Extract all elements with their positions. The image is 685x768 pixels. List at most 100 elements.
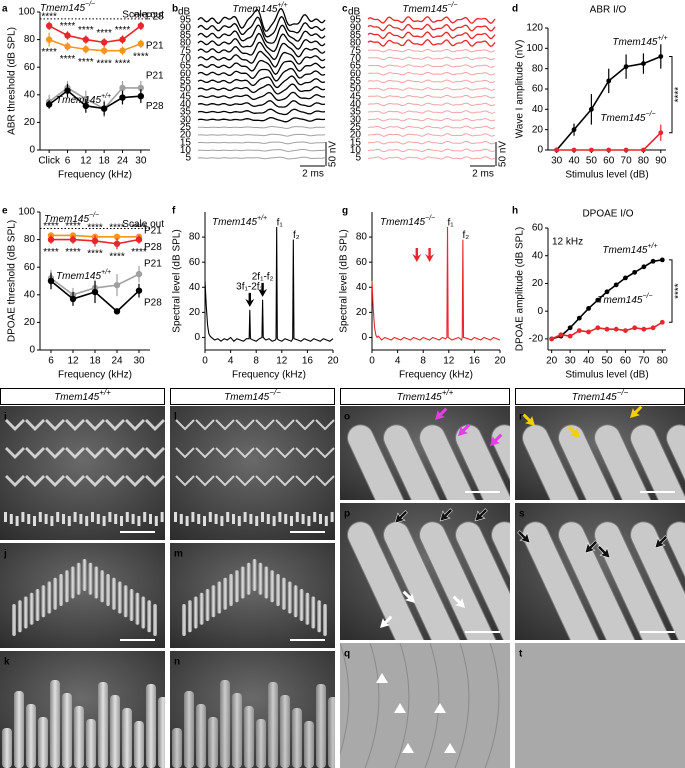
stereocilium — [317, 600, 322, 633]
y-tick-label: 80 — [532, 63, 544, 74]
gene-name: Tmem145 — [597, 295, 642, 306]
y-tick-label: 40 — [189, 282, 201, 293]
abr-trace — [197, 156, 326, 160]
x-tick-label: 70 — [638, 356, 650, 367]
x-tick-label: 6 — [65, 156, 71, 167]
stereocilium — [35, 589, 40, 621]
stereocilium — [82, 559, 87, 591]
data-point — [623, 275, 628, 281]
peak-arrow — [412, 248, 422, 262]
data-point — [571, 127, 577, 133]
data-point — [119, 47, 126, 54]
micrograph — [515, 406, 685, 500]
stereocilium — [196, 704, 206, 768]
y-tick-label: 40 — [356, 282, 368, 293]
cell-outline — [454, 643, 470, 768]
significance: **** — [41, 47, 57, 58]
level-label: 55 — [350, 76, 362, 87]
data-point — [571, 147, 577, 153]
ihc-bundle — [114, 514, 118, 524]
data-point — [137, 22, 145, 29]
level-label: 35 — [350, 107, 362, 118]
y-tick-label: 20 — [189, 307, 201, 318]
ohc-bundle — [255, 419, 275, 431]
ohc-bundle — [235, 419, 255, 431]
panel-letter: l — [174, 412, 177, 423]
y-tick-label: 40 — [532, 250, 544, 261]
x-tick-label: 8 — [420, 356, 426, 367]
level-label: 65 — [350, 61, 362, 72]
arrow — [394, 510, 408, 524]
x-tick-label: 6 — [48, 356, 54, 367]
significance: **** — [96, 28, 112, 39]
abr-trace — [197, 91, 326, 102]
panel-letter: i — [4, 412, 7, 423]
ohc-bundle — [235, 475, 255, 487]
ihc-bundle — [179, 514, 183, 524]
data-point — [554, 147, 560, 153]
micrograph — [0, 651, 165, 768]
y-axis-label: Wave I amplitude (nV) — [515, 40, 526, 139]
data-point — [45, 22, 53, 29]
micrograph — [515, 643, 685, 768]
x-axis-label: Stimulus level (dB) — [565, 370, 648, 381]
level-label: 25 — [350, 122, 362, 133]
panel-letter: n — [174, 657, 180, 668]
significance: **** — [115, 25, 131, 36]
data-point — [64, 32, 71, 39]
ihc-bundle — [96, 514, 100, 524]
arrow — [630, 406, 643, 418]
x-tick-label: 12 — [80, 156, 92, 167]
chart-title: ABR I/O — [590, 5, 627, 16]
data-point — [64, 43, 71, 50]
panel-letter: m — [174, 549, 183, 560]
y-tick-label: 0 — [29, 345, 35, 356]
stereocilium — [229, 574, 233, 606]
series-label: P21 — [144, 225, 162, 236]
ohc-bundle — [275, 447, 295, 459]
stereocilium — [193, 596, 198, 629]
y-tick-label: 60 — [189, 257, 201, 268]
panel-letter: r — [519, 412, 523, 423]
data-point — [658, 54, 664, 59]
ohc-bundle — [215, 475, 235, 487]
micrograph-background — [0, 543, 165, 648]
y-tick-label: 60 — [24, 62, 36, 73]
gene-name: Tmem145 — [212, 217, 257, 228]
ohc-bundle — [175, 419, 195, 431]
stereocilium — [117, 581, 122, 614]
significance: **** — [131, 222, 147, 233]
stereocilium — [244, 706, 254, 768]
x-tick-label: 30 — [135, 156, 147, 167]
panel-letter: h — [512, 206, 518, 217]
ihc-bundle — [91, 512, 94, 522]
stereocilium — [287, 581, 292, 614]
stereocilium — [123, 585, 128, 618]
stereocilium — [110, 695, 120, 768]
y-axis-label: DPOAE amplitude (dB SPL) — [515, 227, 526, 352]
abr-trace — [197, 59, 326, 75]
significance: **** — [674, 283, 685, 299]
panel-letter: a — [2, 4, 8, 15]
data-point — [82, 46, 90, 53]
stereocilium — [158, 697, 165, 768]
y-tick-label: 40 — [532, 104, 544, 115]
stereocilium-tip — [346, 521, 430, 640]
level-label: 5 — [355, 153, 361, 164]
stereocilium — [205, 589, 210, 621]
stereocilium — [223, 577, 228, 610]
gene-name: Tmem145 — [224, 392, 269, 403]
ohc-bundle — [85, 475, 105, 487]
ohc-bundle — [315, 447, 335, 459]
stereocilium — [246, 562, 251, 595]
level-label: 25 — [180, 122, 192, 133]
data-point — [113, 240, 121, 247]
ohc-bundle — [145, 447, 165, 459]
data-point — [659, 319, 665, 325]
ohc-bundle — [175, 475, 195, 487]
genotype-label: Tmem145+/+ — [232, 2, 287, 15]
micrograph — [340, 503, 510, 640]
ihc-bundle — [160, 512, 164, 522]
stereocilium-tip — [629, 521, 685, 640]
